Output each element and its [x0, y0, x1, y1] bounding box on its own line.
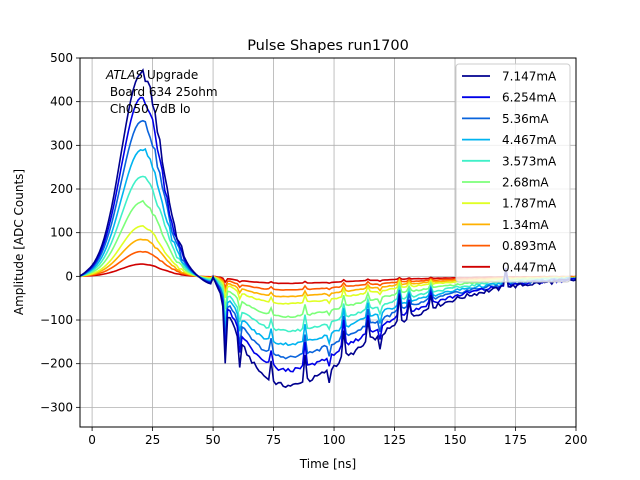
annotation: ATLAS Upgrade Board 634 25ohm Ch050 7dB … [105, 68, 218, 116]
y-tick-label: 400 [50, 95, 73, 109]
x-tick-label: 25 [145, 433, 160, 447]
legend-label: 2.68mA [502, 176, 549, 190]
annotation-atlas: ATLAS [105, 68, 144, 82]
y-tick-label: 200 [50, 182, 73, 196]
x-tick-label: 175 [504, 433, 527, 447]
y-tick-label: −200 [40, 357, 73, 371]
legend-label: 0.893mA [502, 239, 557, 253]
y-tick-label: −300 [40, 400, 73, 414]
legend-label: 7.147mA [502, 70, 557, 84]
y-axis-label: Amplitude [ADC Counts] [12, 169, 26, 315]
x-tick-label: 100 [323, 433, 346, 447]
y-tick-label: −100 [40, 313, 73, 327]
y-tick-label: 0 [65, 269, 73, 283]
series-line [80, 147, 576, 347]
y-tick-label: 100 [50, 226, 73, 240]
plot-frame [79, 57, 577, 428]
annotation-line-3: Ch050 7dB lo [106, 102, 191, 116]
x-tick-label: 150 [444, 433, 467, 447]
x-axis-label: Time [ns] [299, 457, 356, 471]
x-tick-label: 0 [88, 433, 96, 447]
x-tick-label: 125 [383, 433, 406, 447]
x-tick-label: 50 [205, 433, 220, 447]
legend: 7.147mA 6.254mA 5.36mA 4.467mA 3.573mA 2.68mA… [455, 63, 571, 283]
x-tick-label: 200 [565, 433, 588, 447]
legend-label: 1.34mA [502, 218, 549, 232]
annotation-line-1: ATLAS Upgrade [105, 68, 198, 82]
series-line [80, 68, 576, 389]
annotation-upgrade: Upgrade [143, 68, 198, 82]
y-tick-label: 300 [50, 138, 73, 152]
legend-label: 4.467mA [502, 133, 557, 147]
x-tick-label: 75 [266, 433, 281, 447]
legend-label: 5.36mA [502, 112, 549, 126]
legend-label: 6.254mA [502, 91, 557, 105]
legend-label: 1.787mA [502, 197, 557, 211]
axis-ticks: 0 25 50 75 100 125 150 175 200 −300 −200 −100 0 100 20… [40, 51, 587, 447]
legend-label: 3.573mA [502, 154, 557, 168]
annotation-line-2: Board 634 25ohm [106, 85, 218, 99]
y-tick-label: 500 [50, 51, 73, 65]
legend-label: 0.447mA [502, 260, 557, 274]
chart-title: Pulse Shapes run1700 [247, 38, 409, 54]
series-line [80, 119, 576, 360]
